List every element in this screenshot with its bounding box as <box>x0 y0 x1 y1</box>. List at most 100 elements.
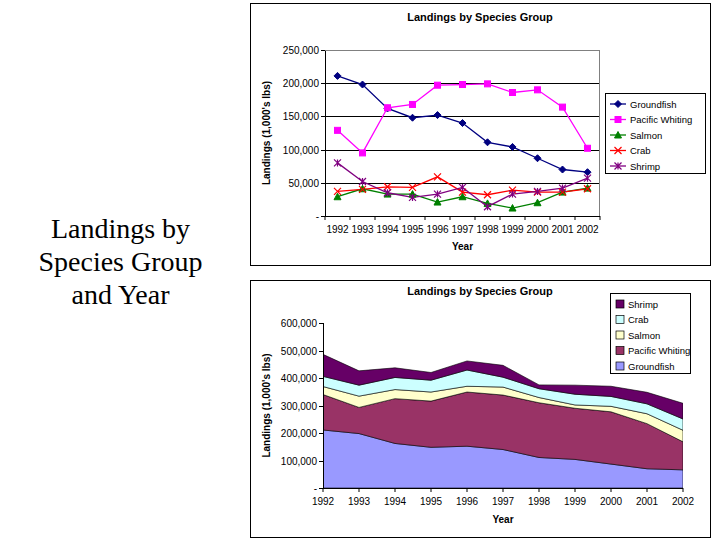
legend-swatch <box>616 347 624 355</box>
legend-label: Pacific Whiting <box>630 114 692 125</box>
legend-box <box>611 294 691 374</box>
marker <box>534 199 541 206</box>
legend-label: Crab <box>628 314 649 325</box>
x-tick <box>600 216 601 220</box>
y-tick <box>321 83 325 84</box>
y-tick <box>321 116 325 117</box>
marker <box>360 150 366 156</box>
legend-label: Salmon <box>628 330 660 341</box>
slide-canvas: Landings by Species Group-50,000100,0001… <box>0 0 720 540</box>
x-tick <box>400 216 401 220</box>
marker <box>435 82 441 88</box>
x-tick <box>539 488 540 492</box>
legend-label: Shrimp <box>630 161 660 172</box>
x-tick <box>425 216 426 220</box>
marker <box>434 173 441 180</box>
x-tick-label: 2000 <box>600 496 623 507</box>
marker <box>534 188 541 195</box>
marker <box>409 114 416 121</box>
x-tick-label: 1999 <box>501 224 524 235</box>
marker <box>615 147 622 154</box>
legend-label: Crab <box>630 145 651 156</box>
marker <box>615 132 622 139</box>
x-tick <box>550 216 551 220</box>
marker <box>459 120 466 127</box>
chart: Landings by Species Group-50,000100,0001… <box>251 4 711 266</box>
marker <box>509 143 516 150</box>
marker <box>510 89 516 95</box>
x-tick-label: 1997 <box>492 496 515 507</box>
y-tick-label: 600,000 <box>281 318 318 329</box>
y-tick-label: - <box>316 211 319 222</box>
legend-swatch <box>616 300 624 308</box>
marker <box>484 203 491 210</box>
marker <box>585 145 591 151</box>
y-tick <box>319 378 323 379</box>
x-tick-label: 1998 <box>528 496 551 507</box>
marker <box>535 87 541 93</box>
series-line <box>338 177 588 195</box>
marker <box>384 183 391 190</box>
series-line <box>338 84 588 153</box>
y-tick-label: 500,000 <box>281 346 318 357</box>
y-tick-label: 400,000 <box>281 373 318 384</box>
x-axis-title: Year <box>452 241 473 252</box>
plot-border <box>325 50 600 51</box>
marker <box>484 139 491 146</box>
marker <box>484 191 491 198</box>
marker <box>560 104 566 110</box>
x-tick <box>450 216 451 220</box>
x-tick <box>350 216 351 220</box>
chart: Landings by Species Group-100,000200,000… <box>251 281 711 538</box>
marker <box>485 81 491 87</box>
marker <box>410 101 416 107</box>
x-tick-label: 1994 <box>384 496 407 507</box>
x-tick <box>500 216 501 220</box>
x-tick <box>503 488 504 492</box>
x-tick-label: 1994 <box>376 224 399 235</box>
marker <box>534 189 541 196</box>
x-tick <box>611 488 612 492</box>
marker <box>335 127 341 133</box>
legend-label: Salmon <box>630 130 662 141</box>
x-tick-label: 1996 <box>456 496 479 507</box>
legend-label: Pacific Whiting <box>628 345 690 356</box>
x-tick-label: 1996 <box>426 224 449 235</box>
marker <box>559 185 566 192</box>
x-tick-label: 1995 <box>420 496 443 507</box>
marker <box>460 82 466 88</box>
y-tick <box>319 406 323 407</box>
y-tick <box>321 216 325 217</box>
x-axis-title: Year <box>492 514 513 525</box>
grid-line <box>325 116 600 117</box>
marker <box>434 191 441 198</box>
y-tick-label: 200,000 <box>283 78 320 89</box>
x-tick-label: 2002 <box>672 496 695 507</box>
grid-line <box>325 50 600 51</box>
y-tick <box>319 433 323 434</box>
legend-swatch <box>616 316 624 324</box>
chart-title: Landings by Species Group <box>407 11 553 23</box>
x-tick-label: 1993 <box>351 224 374 235</box>
marker <box>385 105 391 111</box>
legend-label: Shrimp <box>628 299 658 310</box>
x-tick <box>323 488 324 492</box>
x-tick-label: 1992 <box>312 496 335 507</box>
y-tick-label: 200,000 <box>281 428 318 439</box>
marker <box>559 166 566 173</box>
x-tick-label: 1997 <box>451 224 474 235</box>
data-group <box>323 354 683 488</box>
x-tick <box>359 488 360 492</box>
x-tick-label: 1995 <box>401 224 424 235</box>
x-tick <box>467 488 468 492</box>
x-tick <box>575 216 576 220</box>
plot-border <box>599 50 600 216</box>
x-tick <box>325 216 326 220</box>
slide-title: Landings by Species Group and Year <box>18 212 223 311</box>
marker <box>615 163 622 170</box>
x-tick <box>475 216 476 220</box>
x-tick-label: 1993 <box>348 496 371 507</box>
marker <box>384 105 391 112</box>
marker <box>434 112 441 119</box>
marker <box>334 188 341 195</box>
